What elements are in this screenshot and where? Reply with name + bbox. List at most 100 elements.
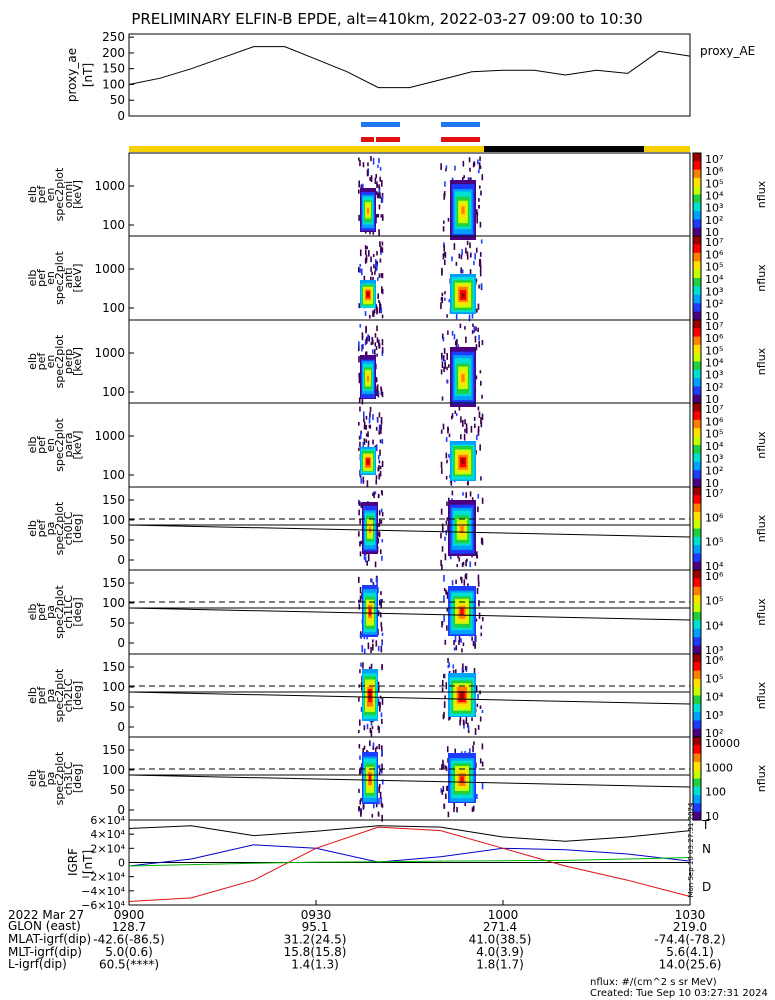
spectrogram-pixel [475, 278, 478, 282]
colorbar-swatch [693, 532, 701, 538]
spectrogram-pixel [367, 440, 370, 446]
panel-tick-label: 100 [102, 218, 125, 232]
anti-loss-cone-line [128, 691, 691, 705]
spectrogram-pixel [468, 157, 471, 163]
spectrogram-pixel [380, 416, 383, 423]
spectrogram-pixel [480, 417, 482, 424]
spectrogram-pixel [470, 425, 473, 433]
spectrogram-pixel [377, 293, 379, 299]
spectrogram-pixel [481, 709, 484, 714]
spectrogram-pixel [456, 339, 458, 346]
spectrogram-pixel [377, 681, 380, 686]
panel-ylabel: pa [44, 522, 57, 536]
spectrogram-pixel [381, 439, 384, 444]
spectrogram-pixel [378, 465, 380, 471]
spectrogram-pixel [378, 473, 381, 480]
spectrogram-pixel [374, 747, 377, 753]
colorbar-swatch [693, 595, 701, 600]
colorbar-swatch [693, 349, 701, 354]
colorbar-swatch [693, 658, 701, 663]
panel-ylabel: elb [26, 437, 39, 454]
panel-unit: [keV] [71, 180, 84, 209]
spectrogram-pixel [465, 720, 467, 724]
colorbar-swatch [693, 778, 701, 784]
spectrogram-pixel [440, 369, 443, 375]
spectrogram-pixel [479, 380, 482, 386]
spectrogram-pixel [481, 538, 484, 546]
spectrogram-pixel [441, 764, 443, 770]
spectrogram-pixel [375, 803, 378, 808]
spectrogram-pixel [360, 797, 362, 802]
colorbar-swatch [693, 724, 701, 730]
spectrogram-pixel [378, 783, 381, 789]
sunlight-bar-day [644, 146, 690, 152]
colorbar-swatch [693, 415, 701, 421]
spectrogram-cell [369, 774, 371, 782]
panel-ylabel: pef [35, 435, 48, 454]
spectrogram-pixel [360, 662, 362, 667]
spectrogram-pixel [465, 559, 467, 567]
panel-tick-label: 0 [117, 636, 125, 650]
spectrogram-pixel [359, 441, 361, 448]
spectrogram-pixel [476, 793, 478, 799]
colorbar-swatch [693, 269, 701, 275]
spectrogram-pixel [372, 582, 375, 587]
spectrogram-pixel [454, 748, 457, 753]
spectrogram-pixel [377, 765, 379, 769]
colorbar-label: 10³ [705, 452, 723, 465]
spectrogram-pixel [469, 269, 472, 276]
spectrogram-pixel [443, 595, 445, 602]
spectrogram-pixel [479, 258, 481, 263]
spectrogram-pixel [448, 715, 450, 721]
colorbar-swatch [693, 240, 701, 245]
colorbar-title: nflux [755, 180, 768, 208]
spectrogram-pixel [380, 626, 383, 632]
colorbar-swatch [693, 790, 701, 796]
spectrogram-pixel [381, 314, 384, 319]
spectrogram-pixel [362, 747, 365, 755]
spectrogram-pixel [358, 806, 361, 810]
spectrogram-pixel [469, 167, 471, 172]
spectrogram-pixel [380, 249, 382, 255]
spectrogram-pixel [381, 460, 384, 467]
spectrogram-pixel [362, 344, 364, 350]
spectrogram-pixel [374, 177, 377, 184]
spectrogram-pixel [378, 229, 380, 236]
spectrogram-pixel [479, 221, 482, 228]
spectrogram-pixel [441, 396, 444, 401]
spectrogram-pixel [446, 785, 448, 792]
spectrogram-pixel [379, 439, 382, 444]
colorbar-swatch [693, 674, 701, 680]
spectrogram-pixel [378, 786, 380, 793]
spectrogram-pixel [370, 720, 373, 726]
spectrogram-pixel [448, 453, 450, 458]
spectrogram-pixel [447, 657, 449, 663]
panel-ylabel: perp [62, 349, 75, 374]
colorbar-swatch [693, 712, 701, 717]
colorbar-swatch [693, 365, 701, 371]
spectrogram-pixel [452, 664, 455, 669]
colorbar-swatch [693, 507, 701, 513]
colorbar-frame [692, 736, 702, 821]
x-axis-value: 41.0(38.5) [469, 933, 532, 947]
spectrogram-pixel [381, 273, 384, 279]
spectrogram-pixel [479, 444, 481, 451]
spectrogram-pixel [445, 165, 448, 169]
spectrogram-pixel [381, 391, 384, 398]
colorbar-swatch [693, 344, 701, 350]
panel-tick-label: 150 [102, 493, 125, 507]
spectrogram-pixel [441, 292, 444, 297]
colorbar-swatch [693, 511, 701, 517]
spectrogram-pixel [377, 685, 380, 692]
panel-ylabel: pef [35, 519, 48, 538]
spectrogram-pixel [476, 434, 478, 441]
spectrogram-pixel [362, 441, 365, 449]
igrf-tick-label: −2×10⁴ [81, 871, 125, 884]
spectrogram-pixel [381, 241, 384, 246]
spectrogram-pixel [376, 581, 378, 585]
spectrogram-pixel [372, 643, 374, 651]
spectrogram-pixel [375, 444, 378, 452]
x-axis-value: 5.6(4.1) [666, 945, 714, 959]
spectrogram-pixel [376, 184, 379, 188]
spectrogram-pixel [364, 249, 367, 255]
